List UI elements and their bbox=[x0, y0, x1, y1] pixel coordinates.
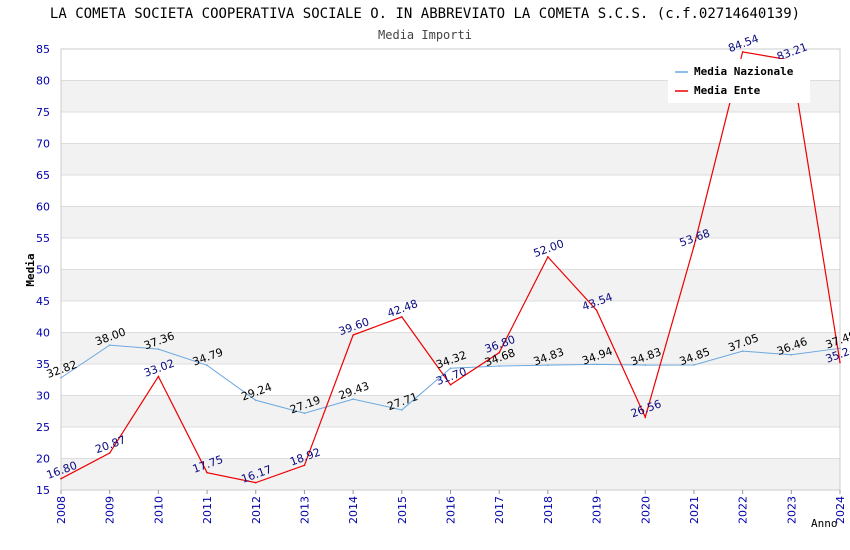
data-point-nazionale bbox=[303, 412, 306, 415]
data-point-nazionale bbox=[449, 367, 452, 370]
y-tick-label: 25 bbox=[36, 421, 50, 434]
x-tick-label: 2012 bbox=[250, 496, 263, 524]
y-tick-label: 35 bbox=[36, 358, 50, 371]
x-axis: 2008 2009 2010 2011 2012 2013 2014 2015 2016 2017… bbox=[55, 490, 847, 524]
y-axis-label: Media bbox=[24, 253, 37, 286]
data-point-nazionale bbox=[60, 376, 62, 379]
legend-box bbox=[668, 59, 810, 103]
data-point-ente bbox=[741, 51, 744, 53]
x-tick-label: 2017 bbox=[493, 496, 506, 524]
grid-lines bbox=[61, 48, 840, 491]
x-tick-label: 2008 bbox=[55, 496, 68, 524]
data-label-ente: 52.00 bbox=[532, 237, 566, 260]
x-tick-label: 2010 bbox=[152, 496, 165, 524]
grid-band bbox=[61, 395, 840, 427]
grid-band bbox=[61, 458, 840, 490]
x-axis-label: Anno bbox=[811, 517, 838, 530]
y-tick-label: 65 bbox=[36, 169, 50, 182]
x-tick-label: 2022 bbox=[737, 496, 750, 524]
x-tick-label: 2018 bbox=[542, 496, 555, 524]
x-tick-label: 2009 bbox=[104, 496, 117, 524]
data-point-ente bbox=[157, 375, 160, 378]
legend-label-nazionale: Media Nazionale bbox=[694, 65, 794, 78]
grid-band bbox=[61, 143, 840, 175]
x-tick-label: 2016 bbox=[445, 496, 458, 524]
data-point-ente bbox=[498, 351, 500, 354]
x-tick-label: 2019 bbox=[591, 496, 604, 524]
y-tick-label: 15 bbox=[36, 484, 50, 497]
x-tick-label: 2021 bbox=[688, 496, 701, 524]
chart-subtitle: Media Importi bbox=[378, 28, 472, 42]
data-point-nazionale bbox=[595, 363, 598, 366]
data-point-nazionale bbox=[352, 398, 354, 400]
data-point-ente bbox=[254, 481, 257, 484]
data-point-nazionale bbox=[693, 364, 695, 366]
data-point-nazionale bbox=[401, 409, 403, 411]
data-point-ente bbox=[595, 309, 598, 311]
data-point-nazionale bbox=[206, 364, 208, 367]
legend-label-ente: Media Ente bbox=[694, 84, 761, 97]
data-point-ente bbox=[547, 256, 549, 258]
data-point-ente bbox=[60, 477, 62, 480]
chart-title: LA COMETA SOCIETA COOPERATIVA SOCIALE O.… bbox=[50, 6, 800, 22]
grid-band bbox=[61, 332, 840, 364]
data-point-nazionale bbox=[839, 347, 841, 350]
grid-bands bbox=[61, 80, 840, 490]
data-point-nazionale bbox=[644, 364, 647, 366]
data-point-ente bbox=[839, 361, 841, 364]
data-point-ente bbox=[303, 464, 306, 467]
series-lines bbox=[60, 51, 841, 484]
y-tick-label: 60 bbox=[36, 201, 50, 214]
legend: Media Nazionale Media Ente bbox=[668, 59, 810, 103]
grid-band bbox=[61, 206, 840, 238]
data-point-nazionale bbox=[108, 344, 111, 346]
y-axis: 15 20 25 30 35 40 45 50 55 60 65 70 75 80 85 bbox=[36, 43, 50, 497]
data-point-ente bbox=[108, 452, 111, 454]
x-tick-label: 2015 bbox=[396, 496, 409, 524]
y-tick-label: 40 bbox=[36, 327, 50, 340]
data-point-nazionale bbox=[157, 348, 160, 350]
y-tick-label: 75 bbox=[36, 106, 50, 119]
grid-band bbox=[61, 269, 840, 301]
y-tick-label: 85 bbox=[36, 43, 50, 56]
data-point-ente bbox=[449, 383, 452, 386]
data-point-nazionale bbox=[498, 365, 500, 367]
x-tick-label: 2014 bbox=[347, 496, 360, 524]
y-tick-label: 70 bbox=[36, 138, 50, 151]
x-tick-label: 2023 bbox=[785, 496, 798, 524]
data-point-nazionale bbox=[254, 399, 257, 402]
y-tick-label: 80 bbox=[36, 75, 50, 88]
data-point-ente bbox=[693, 245, 695, 248]
x-tick-label: 2024 bbox=[834, 496, 847, 524]
x-tick-label: 2013 bbox=[298, 496, 311, 524]
data-point-nazionale bbox=[741, 350, 744, 352]
y-tick-label: 50 bbox=[36, 264, 50, 277]
data-point-nazionale bbox=[790, 354, 793, 356]
data-point-nazionale bbox=[547, 364, 549, 366]
y-tick-label: 30 bbox=[36, 390, 50, 403]
data-point-ente bbox=[206, 471, 208, 474]
y-tick-label: 45 bbox=[36, 295, 50, 308]
y-tick-label: 55 bbox=[36, 232, 50, 245]
x-tick-label: 2011 bbox=[201, 496, 214, 524]
x-tick-label: 2020 bbox=[639, 496, 652, 524]
data-point-ente bbox=[401, 316, 403, 318]
y-tick-label: 20 bbox=[36, 453, 50, 466]
data-point-ente bbox=[644, 416, 647, 418]
data-point-ente bbox=[352, 334, 354, 336]
